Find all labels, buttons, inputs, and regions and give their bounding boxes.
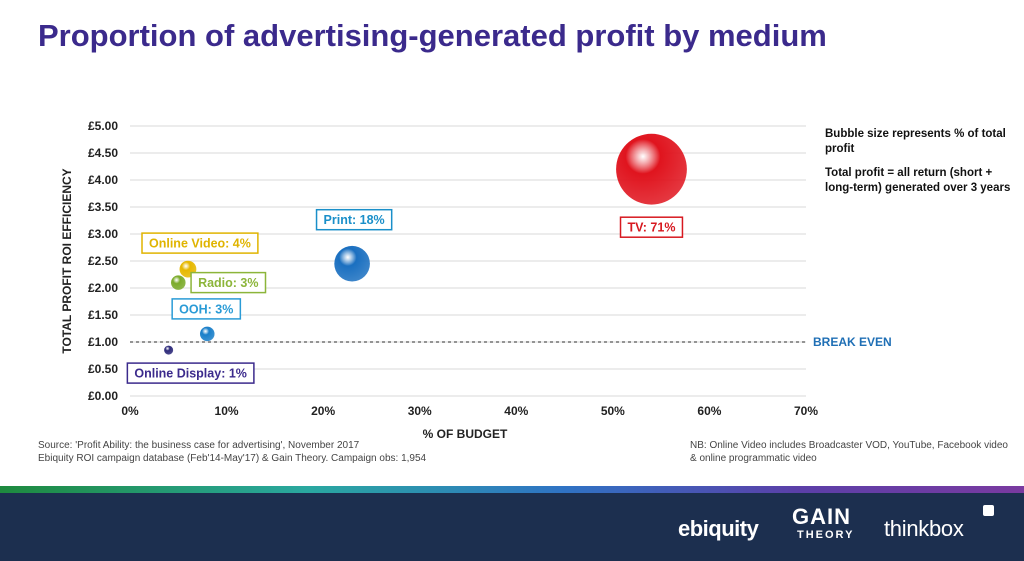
x-tick-label: 70% (794, 404, 818, 418)
y-tick-label: £0.50 (88, 362, 118, 376)
break-even-label: BREAK EVEN (813, 335, 892, 349)
x-tick-label: 20% (311, 404, 335, 418)
y-tick-label: £3.00 (88, 227, 118, 241)
x-tick-label: 40% (504, 404, 528, 418)
source-note: Source: 'Profit Ability: the business ca… (38, 439, 426, 465)
y-tick-label: £2.50 (88, 254, 118, 268)
bubble (334, 245, 370, 282)
nb-note: NB: Online Video includes Broadcaster VO… (690, 440, 1008, 464)
y-axis-label: TOTAL PROFIT ROI EFFICIENCY (60, 168, 74, 353)
gradient-divider (0, 486, 1024, 493)
bubble-label-box (141, 232, 259, 254)
y-tick-label: £5.00 (88, 119, 118, 133)
bubble-label-text: Radio: 3% (198, 276, 258, 290)
bubble-label-text: Online Video: 4% (149, 237, 251, 251)
source-line-1: Source: 'Profit Ability: the business ca… (38, 440, 360, 451)
bubble-label-text: Print: 18% (324, 213, 385, 227)
x-axis-label: % OF BUDGET (423, 427, 508, 441)
gain-theory-logo-subtitle: THEORY (797, 529, 855, 541)
source-line-2: Ebiquity ROI campaign database (Feb'14-M… (38, 453, 427, 464)
y-tick-label: £3.50 (88, 200, 118, 214)
bubble-label: Online Display: 1% (126, 362, 255, 384)
x-tick-label: 30% (408, 404, 432, 418)
y-tick-label: £1.50 (88, 308, 118, 322)
bubble-label-box (171, 298, 242, 320)
page-title: Proportion of advertising-generated prof… (38, 18, 827, 53)
bubble-label-text: Online Display: 1% (134, 367, 247, 381)
gain-theory-logo: GAIN (792, 504, 851, 529)
bubble-label-box (190, 271, 267, 294)
bubble-label-box (126, 362, 255, 384)
ebiquity-logo: ebiquity (678, 516, 759, 541)
bubble-chart: £0.00 £0.50 £1.00 £1.50 £2.00 £2.50 £3.00 £3.50… (60, 119, 892, 441)
thinkbox-logo-mark (983, 505, 994, 516)
bubble-label: Print: 18% (315, 208, 393, 231)
bubble-label: Radio: 3% (190, 271, 267, 294)
bubble-label-box (315, 208, 393, 231)
x-tick-label: 50% (601, 404, 625, 418)
y-tick-label: £1.00 (88, 335, 118, 349)
y-tick-label: £4.00 (88, 173, 118, 187)
bubble-label: TV: 71% (619, 216, 684, 238)
footer-bar (0, 493, 1024, 561)
bubble (199, 326, 215, 342)
thinkbox-logo: thinkbox (884, 516, 964, 541)
bubble-label: OOH: 3% (171, 298, 242, 320)
bubble-label: Online Video: 4% (141, 232, 259, 254)
bubble (171, 275, 186, 290)
total-profit-note: Total profit = all return (short + long-… (825, 167, 1011, 194)
x-tick-label: 10% (215, 404, 239, 418)
y-tick-label: £4.50 (88, 146, 118, 160)
bubble-label-box (619, 216, 684, 238)
bubble-label-text: OOH: 3% (179, 302, 233, 316)
y-tick-label: £2.00 (88, 281, 118, 295)
bubble-size-note: Bubble size represents % of total profit (825, 128, 1006, 155)
x-tick-label: 60% (697, 404, 721, 418)
bubble (616, 133, 687, 205)
y-tick-label: £0.00 (88, 389, 118, 403)
bubble (164, 345, 174, 355)
x-tick-label: 0% (121, 404, 139, 418)
bubble-label-text: TV: 71% (628, 221, 676, 235)
